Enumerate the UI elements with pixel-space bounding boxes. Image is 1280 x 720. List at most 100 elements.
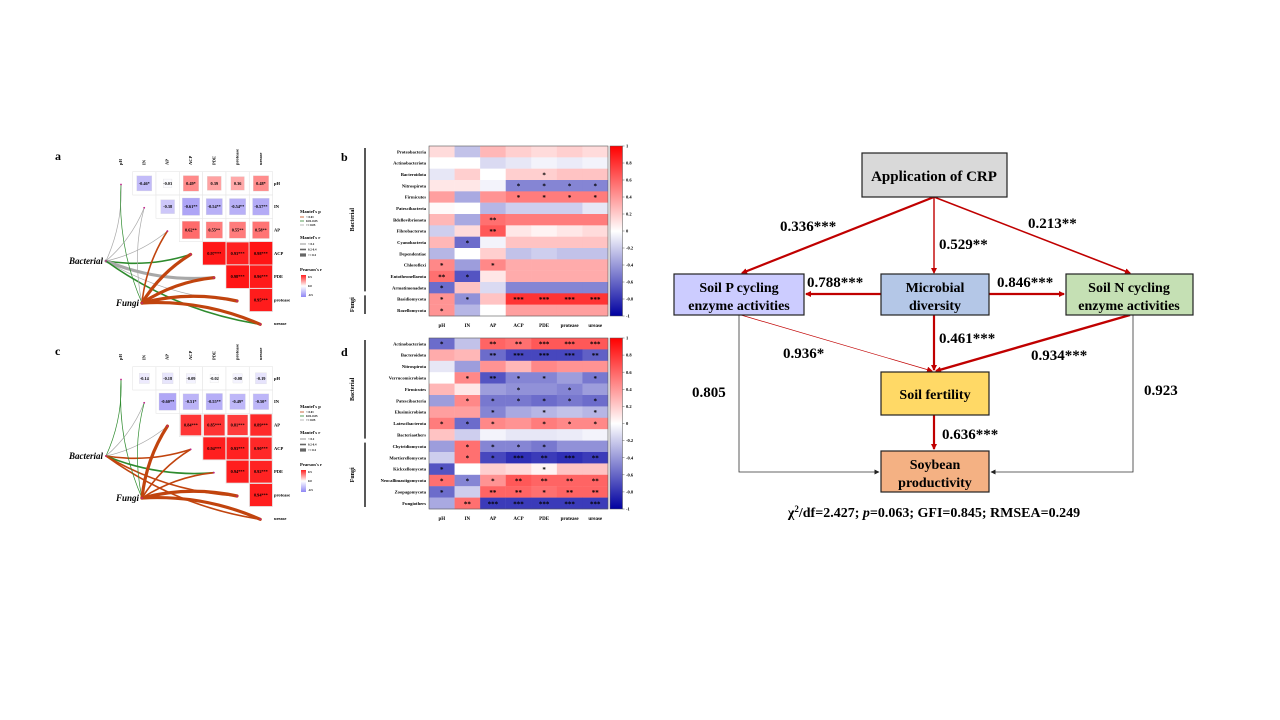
- column-label-PDE: PDE: [211, 351, 216, 360]
- heatmap-cell-Firmicutes-AP: [480, 383, 506, 396]
- heatmap-cell-Elusimicrobiota-PDE: [531, 406, 558, 418]
- corr-square: [249, 460, 273, 483]
- heatmap-cell-Basidiomycota-urease: [582, 293, 609, 305]
- corr-value: 0.62**: [185, 228, 197, 233]
- significance-stars: **: [464, 500, 472, 508]
- corr-value: -0.02: [210, 376, 219, 381]
- significance-stars: ***: [590, 500, 601, 508]
- corr-square: [252, 393, 269, 410]
- heatmap-cell-Actinobacteriota-urease: [582, 157, 609, 169]
- significance-stars: **: [592, 478, 600, 486]
- heatmap-cell-Bacteroidota-IN: [454, 349, 481, 361]
- row-label-Dependentiae: Dependentiae: [399, 251, 426, 256]
- heatmap-frame: [428, 145, 609, 317]
- heatmap-cell-Patescibacteria-pH: [429, 202, 455, 215]
- significance-stars: ***: [513, 352, 524, 360]
- coef-crp-to-micro: 0.529**: [939, 237, 988, 253]
- fit-chi: χ: [787, 506, 795, 521]
- column-label-IN: IN: [465, 517, 471, 522]
- heatmap-cell-Entotheonellaeota-protease: [556, 270, 583, 283]
- corr-square: [249, 483, 273, 507]
- heatmap-cell-Neocallimastigomycota-pH: [429, 474, 455, 487]
- corr-square: [249, 265, 273, 289]
- path-crp-to-p: [741, 195, 935, 275]
- row-label-Bacteroidota: Bacteroidota: [401, 353, 427, 358]
- heatmap-cell-Cyanobacteria-urease: [582, 236, 609, 249]
- row-label-Actinobacteriota: Actinobacteriota: [393, 161, 427, 166]
- heatmap-cell-Actinobacteriota-urease: [582, 338, 609, 350]
- colorbar-tick-label: 0.4: [626, 195, 632, 200]
- heatmap-cell-Mortierellomycota-ACP: [505, 452, 532, 464]
- significance-stars: ***: [513, 455, 524, 463]
- row-label-Elusimicrobiota: Elusimicrobiota: [395, 410, 427, 415]
- column-label-urease: urease: [588, 324, 603, 329]
- heatmap-cell-Firmicutes-ACP: [505, 383, 532, 396]
- mantel-edge-fungi-IN: [137, 402, 145, 499]
- heatmap-cell-Basidiomycota-AP: [480, 293, 506, 305]
- legend-pearson-tick: 0.0: [308, 479, 312, 483]
- corr-value: 0.94***: [207, 446, 221, 451]
- heatmap-cell-Fungiothers-IN: [454, 497, 481, 510]
- heatmap-cell-Nitrospirota-pH: [429, 360, 455, 373]
- corr-square: [202, 436, 226, 460]
- heatmap-cell-Armatimonadota-urease: [582, 282, 609, 294]
- heatmap-cell-Zoopagomycota-IN: [454, 486, 481, 498]
- heatmap-cell-Bacteroidota-AP: [480, 349, 506, 361]
- row-label-protease: protease: [274, 298, 290, 303]
- heatmap-cell-Nitrospirota-ACP: [505, 360, 532, 373]
- column-label-protease: protease: [235, 149, 240, 165]
- heatmap-cell-Elusimicrobiota-pH: [429, 406, 455, 418]
- column-label-pH: pH: [438, 517, 445, 522]
- mantel-edge-fungi-pH: [120, 379, 143, 499]
- colorbar-tick-label: 0: [626, 421, 629, 426]
- column-label-AP: AP: [490, 517, 497, 522]
- row-label-pH: pH: [274, 181, 281, 186]
- significance-stars: *: [440, 307, 444, 315]
- significance-stars: **: [489, 352, 497, 360]
- column-label-IN: IN: [465, 324, 471, 329]
- heatmap-cell-Chytridiomycota-AP: [480, 440, 506, 453]
- corr-value: -0.54**: [208, 204, 221, 209]
- heatmap-cell-Rozellomycota-pH: [429, 304, 455, 317]
- significance-stars: *: [440, 296, 444, 304]
- box-microbial-line2: diversity: [909, 299, 961, 314]
- heatmap-cell-Bacteroidota-urease: [582, 349, 609, 361]
- legend-r-title: Mantel's r: [300, 235, 320, 240]
- heatmap-cell-Latescibacterota-AP: [480, 417, 506, 430]
- significance-stars: *: [440, 466, 444, 474]
- colorbar: [609, 145, 623, 317]
- significance-stars: ***: [539, 352, 550, 360]
- heatmap-cell-Fibrobacterota-pH: [429, 225, 455, 237]
- significance-stars: *: [542, 421, 546, 429]
- target-dot-AP: [166, 230, 169, 233]
- node-dot-bacterial: [105, 260, 107, 262]
- corr-square: [226, 460, 249, 484]
- heatmap-cell-Elusimicrobiota-AP: [480, 406, 506, 418]
- legend-r-item: 0.2-0.4: [308, 443, 317, 447]
- corr-square: [255, 372, 267, 385]
- column-label-PDE: PDE: [539, 517, 550, 522]
- target-dot-pH: [120, 378, 122, 381]
- significance-stars: *: [568, 398, 572, 406]
- heatmap-cell-Bacteroidota-urease: [582, 168, 609, 181]
- significance-stars: *: [491, 409, 495, 417]
- significance-stars: *: [491, 455, 495, 463]
- row-label-pH: pH: [274, 376, 281, 381]
- significance-stars: *: [466, 421, 470, 429]
- significance-stars: *: [440, 478, 444, 486]
- column-label-IN: IN: [141, 159, 146, 165]
- heatmap-cell-Bacteroidota-pH: [429, 349, 455, 361]
- corr-value: -0.14: [140, 376, 150, 381]
- heatmap-cell-Elusimicrobiota-IN: [454, 406, 481, 418]
- heatmap-cell-Proteobacteria-PDE: [531, 146, 558, 158]
- heatmap-cell-Firmicutes-PDE: [531, 383, 558, 396]
- heatmap-cell-Bacteriaothers-protease: [556, 429, 583, 441]
- corr-square: [163, 178, 173, 188]
- heatmap-cell-Actinobacteriota-pH: [429, 157, 455, 169]
- significance-stars: *: [542, 194, 546, 202]
- heatmap-cell-Firmicutes-pH: [429, 383, 455, 396]
- heatmap-cell-Zoopagomycota-AP: [480, 486, 506, 498]
- heatmap-cell-Rozellomycota-IN: [454, 304, 481, 317]
- legend-p-item: 0.01-0.05: [306, 219, 318, 223]
- legend-r-item: < 0.2: [308, 242, 315, 246]
